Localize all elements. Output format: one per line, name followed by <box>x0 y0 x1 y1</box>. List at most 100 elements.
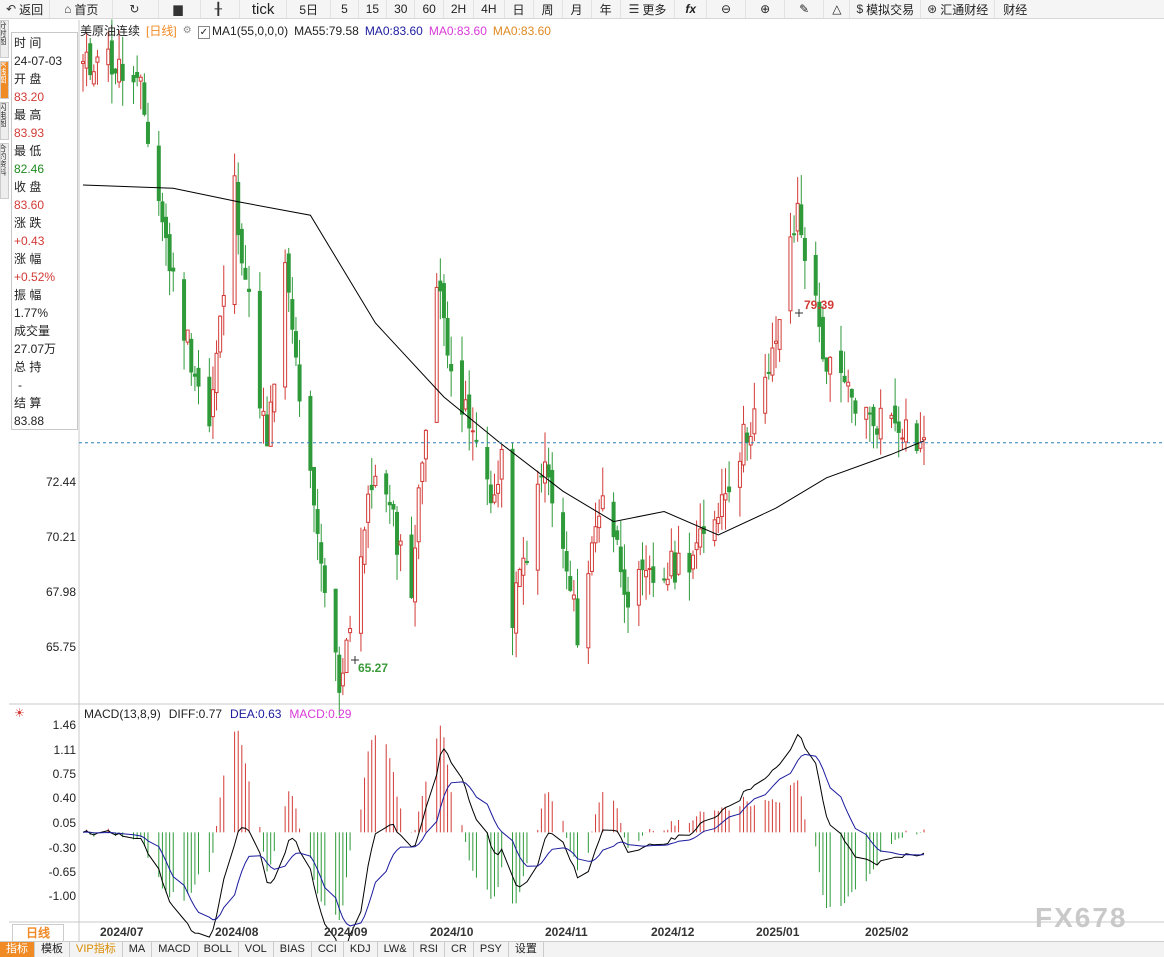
tick-button[interactable]: tick <box>240 0 288 18</box>
ma0-value-orange: MA0:83.60 <box>492 23 551 38</box>
candle-down <box>611 501 616 538</box>
low-label: 最 低 <box>14 144 42 158</box>
candle-up <box>398 540 403 546</box>
period-week-button[interactable]: 周 <box>534 0 563 18</box>
diff-value: DIFF:0.77 <box>168 707 223 721</box>
period-month-button[interactable]: 月 <box>563 0 592 18</box>
dollar-icon: $ <box>856 2 864 16</box>
home-button[interactable]: ⌂ 首页 <box>50 0 114 18</box>
candle-up <box>763 376 768 414</box>
tab-kdj[interactable]: KDJ <box>344 942 378 957</box>
tab-ma[interactable]: MA <box>123 942 153 957</box>
period-label: 日 <box>512 2 525 17</box>
bar-chart-icon: ▆ <box>173 2 183 16</box>
period-display[interactable]: 日线 <box>12 924 64 943</box>
tab-template[interactable]: 模板 <box>35 942 70 957</box>
zoom-out-button[interactable]: ⊖ <box>707 0 747 18</box>
candle-down <box>322 565 327 593</box>
ma55-value: MA55:79.58 <box>294 23 359 38</box>
chart-type-button[interactable]: ▆ <box>159 0 201 18</box>
period-2h-button[interactable]: 2H <box>444 0 475 18</box>
macd-tick: 0.75 <box>52 767 76 781</box>
tab-rsi[interactable]: RSI <box>414 942 445 957</box>
change-value: +0.43 <box>14 234 45 248</box>
amplitude-value: 1.77% <box>14 306 49 320</box>
candle-up <box>589 542 594 572</box>
tab-indicator[interactable]: 指标 <box>0 942 35 957</box>
tab-boll[interactable]: BOLL <box>198 942 239 957</box>
ohlc-info-panel: 时 间 24-07-03 开 盘 83.20 最 高 83.93 最 低 82.… <box>11 32 78 430</box>
tab-lw[interactable]: LW& <box>378 942 414 957</box>
candle-down <box>319 542 324 564</box>
tab-kline[interactable]: K线图 <box>0 61 9 99</box>
tab-flash[interactable]: 闪电图 <box>0 102 9 140</box>
tab-vip-indicator[interactable]: VIP指标 <box>70 942 123 957</box>
tab-cr[interactable]: CR <box>445 942 474 957</box>
change-pct-label: 涨 幅 <box>14 252 42 266</box>
period-15-button[interactable]: 15 <box>359 0 388 18</box>
zoom-in-button[interactable]: ⊕ <box>746 0 786 18</box>
candle-up <box>535 483 540 571</box>
caijing-button[interactable]: 财经 <box>995 0 1035 18</box>
pen-icon: ✎ <box>799 2 810 16</box>
candle-up <box>492 494 497 503</box>
period-5-button[interactable]: 5 <box>331 0 359 18</box>
more-label: 更多 <box>642 2 667 17</box>
tab-timeshare[interactable]: 分时图 <box>0 20 9 58</box>
huitong-button[interactable]: ⊛ 汇通财经 <box>921 0 996 18</box>
tab-settings[interactable]: 设置 <box>509 942 544 957</box>
tab-vol[interactable]: VOL <box>239 942 274 957</box>
ma-toggle[interactable]: ✓ MA1(55,0,0,0) <box>197 24 288 39</box>
tab-bias[interactable]: BIAS <box>274 942 312 957</box>
ma55-line <box>82 184 925 536</box>
candle-up <box>185 329 190 343</box>
candle-down <box>745 432 750 443</box>
candle-up <box>138 76 143 82</box>
open-value: 83.20 <box>14 90 45 104</box>
period-5d-button[interactable]: 5日 <box>287 0 332 18</box>
tab-macd[interactable]: MACD <box>152 942 198 957</box>
ma0-value-blue: MA0:83.60 <box>364 23 423 38</box>
sim-trade-button[interactable]: $ 模拟交易 <box>850 0 922 18</box>
tab-psy[interactable]: PSY <box>474 942 509 957</box>
zoom-out-icon: ⊖ <box>721 2 732 16</box>
candle-up <box>117 58 122 83</box>
candle-down <box>395 511 400 555</box>
home-icon: ⌂ <box>64 2 72 16</box>
candle-up <box>752 408 757 435</box>
date-tick: 2025/02 <box>865 925 909 939</box>
candle-up <box>676 552 681 575</box>
time-label: 时 间 <box>14 36 42 50</box>
period-30-button[interactable]: 30 <box>387 0 416 18</box>
candle-up <box>362 529 367 565</box>
candle-up <box>647 567 652 571</box>
period-60-button[interactable]: 60 <box>415 0 444 18</box>
candle-down <box>120 63 125 81</box>
candle-up <box>571 594 576 600</box>
triangle-button[interactable]: △ <box>824 0 851 18</box>
settings-gear-icon[interactable]: ⚙ <box>182 25 192 36</box>
refresh-button[interactable]: ↻ <box>113 0 160 18</box>
candle-up <box>543 461 548 484</box>
candle-down <box>131 74 136 83</box>
triangle-icon: △ <box>832 2 842 16</box>
formula-button[interactable]: fx <box>675 0 708 18</box>
draw-button[interactable]: ✎ <box>785 0 825 18</box>
more-button[interactable]: ☰ 更多 <box>621 0 676 18</box>
candle-down <box>171 267 176 272</box>
candle-down <box>893 405 898 424</box>
candle-up <box>716 516 721 524</box>
period-day-button[interactable]: 日 <box>505 0 534 18</box>
sim-trade-label: 模拟交易 <box>866 2 915 17</box>
candle-button[interactable]: ╂ <box>201 0 240 18</box>
candlestick-series <box>81 19 926 716</box>
period-4h-button[interactable]: 4H <box>474 0 505 18</box>
back-button[interactable]: ↶ 返回 <box>0 0 51 18</box>
tab-cci[interactable]: CCI <box>312 942 344 957</box>
candle-down <box>640 559 645 571</box>
macd-settings-icon[interactable]: ☀ <box>14 706 25 720</box>
period-year-button[interactable]: 年 <box>592 0 621 18</box>
macd-name: MACD(13,8,9) <box>84 707 161 721</box>
tab-contract-info[interactable]: 合约资料 <box>0 143 9 199</box>
